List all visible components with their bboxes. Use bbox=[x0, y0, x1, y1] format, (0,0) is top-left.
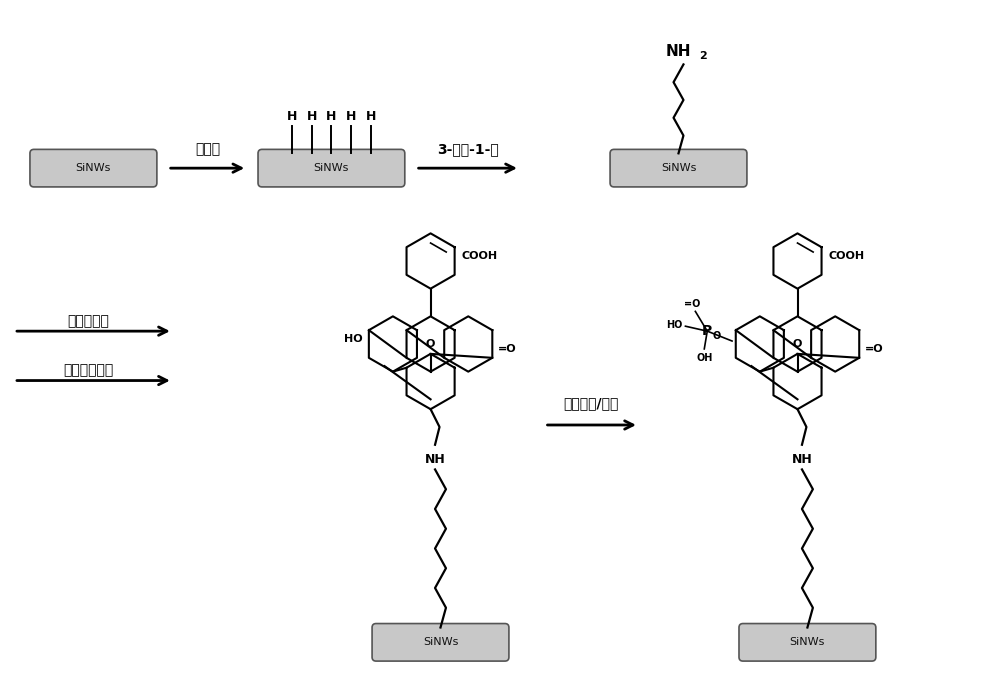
Text: =O: =O bbox=[498, 344, 517, 354]
Text: O: O bbox=[793, 339, 802, 349]
Text: SiNWs: SiNWs bbox=[314, 163, 349, 173]
Text: NH: NH bbox=[425, 453, 445, 466]
FancyBboxPatch shape bbox=[739, 624, 876, 661]
FancyBboxPatch shape bbox=[610, 150, 747, 187]
Text: COOH: COOH bbox=[461, 251, 497, 261]
Text: =O: =O bbox=[684, 299, 701, 309]
Polygon shape bbox=[407, 354, 455, 409]
Text: H: H bbox=[306, 110, 317, 123]
Polygon shape bbox=[736, 316, 784, 372]
Polygon shape bbox=[444, 316, 492, 372]
Text: SiNWs: SiNWs bbox=[423, 637, 458, 648]
Polygon shape bbox=[773, 354, 822, 409]
Polygon shape bbox=[773, 233, 822, 289]
Text: HO: HO bbox=[344, 334, 362, 344]
Text: NH: NH bbox=[666, 45, 691, 60]
Polygon shape bbox=[773, 316, 822, 372]
Text: =O: =O bbox=[865, 344, 884, 354]
Polygon shape bbox=[811, 316, 859, 372]
Text: SiNWs: SiNWs bbox=[790, 637, 825, 648]
Text: SiNWs: SiNWs bbox=[76, 163, 111, 173]
Text: 三氯氧磷/呃咗: 三氯氧磷/呃咗 bbox=[564, 397, 619, 410]
Text: 2: 2 bbox=[699, 51, 707, 62]
Text: H: H bbox=[287, 110, 297, 123]
FancyBboxPatch shape bbox=[372, 624, 509, 661]
Text: H: H bbox=[346, 110, 356, 123]
Text: O: O bbox=[426, 339, 435, 349]
Text: HO: HO bbox=[666, 320, 682, 330]
Polygon shape bbox=[407, 233, 455, 289]
Text: 3-丁烯-1-胺: 3-丁烯-1-胺 bbox=[437, 142, 499, 156]
Text: O: O bbox=[713, 331, 721, 341]
Text: 醉基荧光素: 醉基荧光素 bbox=[68, 314, 109, 329]
Text: H: H bbox=[366, 110, 376, 123]
Text: 氢氟酸: 氢氟酸 bbox=[195, 142, 220, 156]
Text: P: P bbox=[702, 324, 712, 338]
Text: H: H bbox=[326, 110, 337, 123]
Polygon shape bbox=[407, 316, 455, 372]
FancyBboxPatch shape bbox=[30, 150, 157, 187]
Text: OH: OH bbox=[696, 353, 712, 363]
Text: COOH: COOH bbox=[828, 251, 864, 261]
Polygon shape bbox=[369, 316, 417, 372]
Text: 醒酸噉氢化钓: 醒酸噉氢化钓 bbox=[63, 364, 114, 378]
FancyBboxPatch shape bbox=[258, 150, 405, 187]
Text: SiNWs: SiNWs bbox=[661, 163, 696, 173]
Text: NH: NH bbox=[792, 453, 812, 466]
